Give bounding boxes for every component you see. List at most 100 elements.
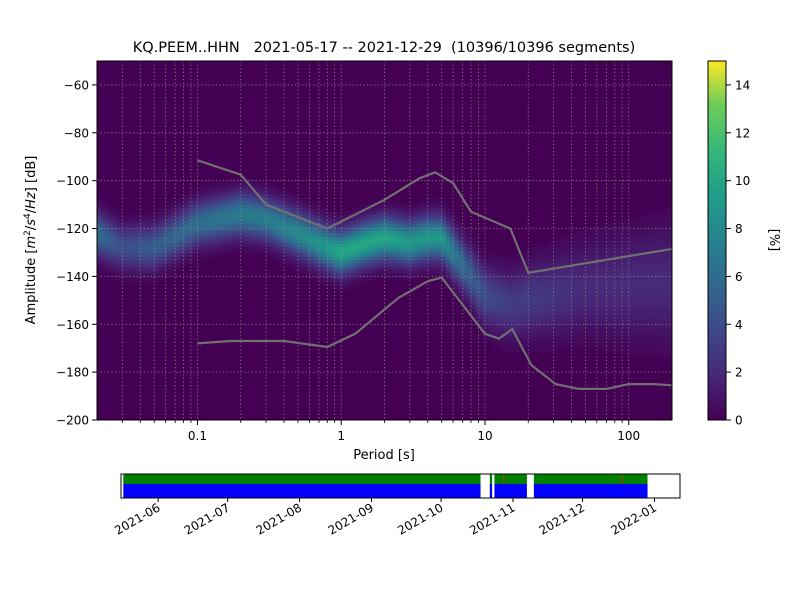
heatmap-cell (622, 230, 628, 235)
heatmap-cell (396, 233, 402, 238)
heatmap-cell (170, 233, 176, 238)
heatmap-cell (520, 305, 525, 310)
heatmap-cell (635, 338, 640, 343)
heatmap-cell (150, 227, 156, 232)
heatmap-cell (561, 335, 566, 340)
heatmap-cell (585, 279, 591, 284)
heatmap-cell (331, 243, 336, 248)
heatmap-cell (458, 282, 464, 287)
heatmap-cell (269, 253, 275, 258)
heatmap-cell (261, 220, 266, 225)
heatmap-cell (101, 253, 106, 258)
heatmap-cell (507, 273, 513, 277)
heatmap-cell (663, 220, 669, 225)
heatmap-cell (97, 240, 102, 245)
heatmap-cell (232, 220, 238, 225)
heatmap-cell (622, 243, 628, 248)
heatmap-cell (335, 211, 340, 215)
coverage-used-bar (494, 474, 527, 484)
heatmap-cell (626, 344, 632, 349)
heatmap-cell (269, 211, 275, 215)
heatmap-cell (454, 247, 460, 251)
heatmap-cell (544, 312, 550, 317)
heatmap-cell (265, 247, 271, 251)
heatmap-cell (470, 250, 476, 255)
heatmap-cell (121, 247, 127, 251)
x-tick-label: 1 (337, 429, 345, 443)
heatmap-cell (413, 233, 418, 238)
heatmap-cell (552, 263, 558, 268)
colorbar-tick-label: 4 (735, 318, 743, 332)
heatmap-cell (310, 240, 316, 245)
heatmap-cell (277, 188, 283, 193)
heatmap-cell (335, 224, 340, 229)
heatmap-cell (138, 260, 143, 264)
heatmap-cell (244, 217, 250, 222)
heatmap-cell (281, 198, 287, 202)
heatmap-cell (573, 309, 579, 313)
timeline-tick-label: 2021-06 (112, 500, 162, 537)
heatmap-cell (626, 299, 632, 304)
heatmap-cell (655, 256, 661, 261)
heatmap-cell (495, 331, 501, 336)
heatmap-cell (602, 335, 607, 340)
heatmap-cell (359, 233, 365, 238)
heatmap-cell (507, 318, 513, 323)
heatmap-cell (425, 260, 431, 264)
heatmap-cell (433, 250, 439, 255)
heatmap-cell (659, 335, 665, 340)
heatmap-cell (302, 256, 308, 261)
heatmap-cell (610, 338, 616, 343)
heatmap-cell (602, 341, 607, 346)
heatmap-cell (581, 282, 587, 287)
heatmap-cell (663, 305, 669, 310)
heatmap-cell (552, 335, 558, 340)
heatmap-cell (433, 227, 439, 232)
heatmap-cell (446, 263, 451, 268)
heatmap-cell (372, 237, 377, 242)
heatmap-cell (101, 211, 106, 215)
heatmap-cell (310, 224, 316, 229)
heatmap-cell (474, 266, 480, 271)
heatmap-cell (647, 338, 653, 343)
heatmap-cell (618, 273, 624, 277)
heatmap-cell (372, 207, 377, 212)
heatmap-cell (618, 302, 624, 307)
heatmap-cell (466, 263, 472, 268)
heatmap-cell (626, 318, 632, 323)
heatmap-cell (384, 198, 390, 202)
heatmap-cell (614, 302, 620, 307)
heatmap-cell (290, 207, 295, 212)
heatmap-cell (257, 188, 262, 193)
heatmap-cell (154, 224, 160, 229)
heatmap-cell (466, 299, 472, 304)
heatmap-cell (175, 240, 180, 245)
heatmap-cell (569, 266, 575, 271)
heatmap-cell (244, 204, 250, 209)
heatmap-cell (626, 247, 632, 251)
heatmap-cell (355, 263, 361, 268)
heatmap-cell (495, 276, 501, 281)
heatmap-cell (626, 243, 632, 248)
heatmap-cell (548, 318, 554, 323)
heatmap-cell (606, 289, 611, 294)
heatmap-cell (421, 230, 427, 235)
heatmap-cell (602, 230, 607, 235)
heatmap-cell (663, 217, 669, 222)
heatmap-cell (244, 233, 250, 238)
heatmap-cell (318, 279, 324, 284)
heatmap-cell (327, 230, 332, 235)
heatmap-cell (146, 224, 151, 229)
heatmap-cell (446, 220, 451, 225)
heatmap-cell (113, 217, 119, 222)
heatmap-cell (478, 322, 484, 326)
heatmap-cell (437, 256, 443, 261)
heatmap-cell (667, 253, 672, 258)
heatmap-cell (179, 198, 184, 202)
heatmap-cell (228, 181, 234, 186)
heatmap-cell (170, 214, 176, 219)
heatmap-cell (220, 181, 225, 186)
heatmap-cell (351, 260, 357, 264)
heatmap-cell (203, 250, 209, 255)
heatmap-cell (507, 276, 513, 281)
